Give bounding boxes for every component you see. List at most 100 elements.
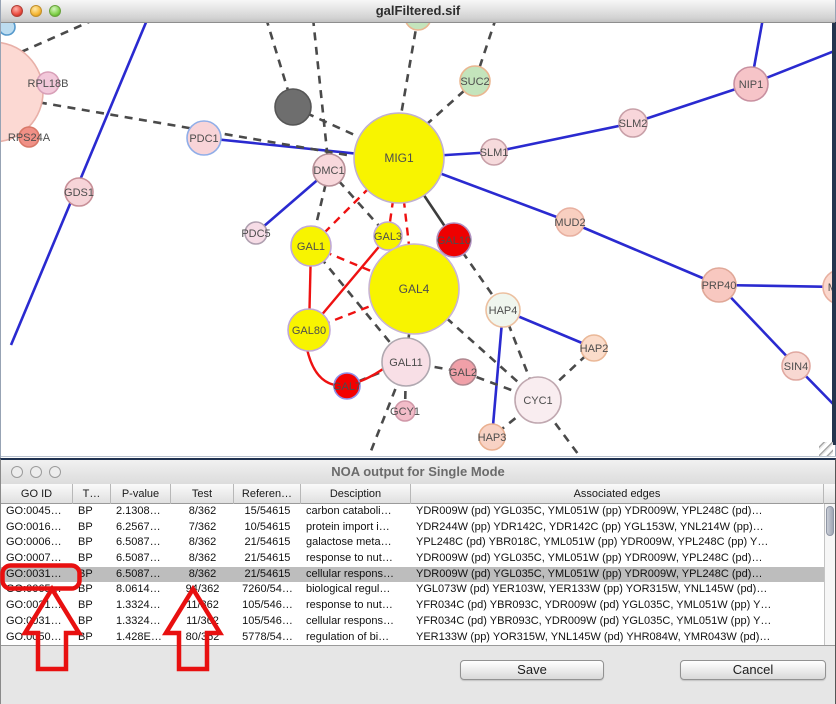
column-header-referen[interactable]: Referen… (234, 484, 301, 504)
node-circle[interactable] (381, 337, 431, 387)
table-cell: 8/362 (188, 567, 217, 580)
table-cell: regulation of bi… (306, 630, 390, 643)
table-cell: cellular respons… (306, 614, 395, 627)
close-button-icon[interactable] (11, 466, 23, 478)
table-row[interactable]: GO:0050… BP 1.428E… 80/362 5778/54… regulatio… (1, 629, 824, 646)
node-circle[interactable] (333, 372, 361, 400)
table-cell: BP (78, 567, 93, 580)
table-cell: response to nut… (306, 599, 393, 612)
table-bottom-border (1, 645, 835, 647)
graph-node-sin4: SIN4 (781, 351, 811, 381)
table-row[interactable]: GO:0007… BP 6.5087… 8/362 21/54615 response t… (1, 551, 824, 567)
node-circle[interactable] (436, 222, 472, 258)
table-cell: biological regul… (306, 583, 391, 596)
minimize-button-icon[interactable] (30, 5, 42, 17)
column-header-associatededges[interactable]: Associated edges (411, 484, 824, 504)
table-cell: 21/54615 (244, 552, 291, 565)
column-header-test[interactable]: Test (171, 484, 234, 504)
node-circle[interactable] (618, 108, 648, 138)
graph-edge (305, 348, 384, 387)
table-row[interactable]: GO:0045… BP 2.1308… 8/362 15/54615 carbon cat… (1, 504, 824, 520)
graph-node-gal7: GAL7 (333, 372, 361, 400)
graph-edge (536, 399, 582, 456)
cancel-button[interactable]: Cancel (680, 660, 826, 681)
save-button[interactable]: Save (460, 660, 604, 681)
table-cell: 7260/54… (242, 583, 293, 596)
node-circle[interactable] (18, 126, 40, 148)
table-cell: BP (78, 536, 93, 549)
node-circle[interactable] (459, 65, 491, 97)
graph-edge (426, 80, 476, 125)
node-circle[interactable] (480, 138, 508, 166)
node-circle[interactable] (64, 177, 94, 207)
graph-edge (569, 220, 720, 287)
zoom-button-icon[interactable] (49, 466, 61, 478)
column-header-pvalue[interactable]: P-value (111, 484, 171, 504)
node-circle[interactable] (244, 221, 268, 245)
table-row[interactable]: GO:0016… BP 6.2567… 7/362 10/54615 protein im… (1, 519, 824, 536)
column-header-t[interactable]: T… (73, 484, 111, 504)
node-circle[interactable] (1, 41, 44, 143)
resize-grip-icon[interactable] (819, 442, 833, 456)
vertical-scrollbar[interactable] (824, 504, 835, 646)
table-cell: 5778/54… (242, 630, 293, 643)
graph-edge (311, 17, 331, 171)
graph-node-gal80: GAL80 (287, 308, 331, 352)
scrollbar-thumb[interactable] (826, 506, 834, 536)
graph-node-nip1: NIP1 (733, 66, 769, 102)
table-cell: YPL248C (pd) YBR018C, YML051W (pp) YDR00… (416, 536, 769, 549)
table-cell: GO:0007… (6, 552, 62, 565)
node-circle[interactable] (287, 308, 331, 352)
column-header-goid[interactable]: GO ID (1, 484, 73, 504)
node-circle[interactable] (353, 112, 445, 204)
table-cell: protein import i… (306, 520, 390, 533)
table-row[interactable]: GO:0031… BP 1.3324… 11/362 105/546… cellular … (1, 613, 824, 630)
zoom-button-icon[interactable] (49, 5, 61, 17)
node-circle[interactable] (186, 120, 222, 156)
graph-node-gal3: GAL3 (373, 221, 403, 251)
node-circle[interactable] (290, 225, 332, 267)
graph-node-gcy1: GCY1 (390, 400, 420, 422)
node-circle[interactable] (274, 88, 312, 126)
node-circle[interactable] (478, 423, 506, 451)
table-cell: GO:0065… (6, 583, 62, 596)
table-header-row[interactable]: GO ID T… P-value Test Referen… Desciption Asso… (1, 484, 835, 504)
node-circle[interactable] (514, 376, 562, 424)
minimize-button-icon[interactable] (30, 466, 42, 478)
table-row[interactable]: GO:0031… BP 1.3324… 11/362 105/546… response … (1, 598, 824, 614)
table-cell: 21/54615 (244, 536, 291, 549)
node-circle[interactable] (36, 71, 60, 95)
node-circle[interactable] (781, 351, 811, 381)
node-circle[interactable] (368, 243, 460, 335)
graph-node-gds1: GDS1 (64, 177, 94, 207)
graph-node-slm2: SLM2 (618, 108, 648, 138)
table-row[interactable]: GO:0006… BP 6.5087… 8/362 21/54615 galactose … (1, 535, 824, 552)
node-circle[interactable] (449, 358, 477, 386)
node-circle[interactable] (312, 153, 346, 187)
table-cell: 8/362 (188, 505, 217, 517)
graph-edge (493, 121, 634, 154)
graph-window-title: galFiltered.sif (375, 3, 461, 18)
node-circle[interactable] (394, 400, 416, 422)
graph-window-titlebar[interactable]: galFiltered.sif (1, 0, 835, 23)
table-cell: 11/362 (186, 599, 219, 612)
node-circle[interactable] (733, 66, 769, 102)
node-circle[interactable] (701, 267, 737, 303)
noa-window-title: NOA output for Single Mode (331, 464, 505, 479)
table-cell: BP (78, 505, 93, 517)
graph-edge (292, 105, 360, 139)
node-circle[interactable] (485, 292, 521, 328)
table-row[interactable]: GO:0065… BP 8.0614… 94/362 7260/54… biologica… (1, 582, 824, 599)
graph-node-gal2: GAL2 (449, 358, 477, 386)
node-circle[interactable] (580, 334, 608, 362)
network-canvas[interactable]: RPL18B RPS24A GDS1 PDC1 DMC1 MIG1 SUC2 SLM1 SLM2… (1, 0, 836, 456)
table-cell: GO:0006… (6, 536, 62, 549)
column-header-desciption[interactable]: Desciption (301, 484, 411, 504)
close-button-icon[interactable] (11, 5, 23, 17)
node-circle[interactable] (373, 221, 403, 251)
table-cell: YDR244W (pp) YDR142C, YDR142C (pp) YGL15… (416, 520, 764, 533)
table-row[interactable]: GO:0031… BP 6.5087… 8/362 21/54615 cellular r… (1, 566, 824, 583)
table-cell: YGL073W (pd) YER103W, YER133W (pp) YOR31… (416, 583, 768, 596)
noa-window-titlebar[interactable]: NOA output for Single Mode (1, 460, 835, 485)
node-circle[interactable] (555, 207, 585, 237)
